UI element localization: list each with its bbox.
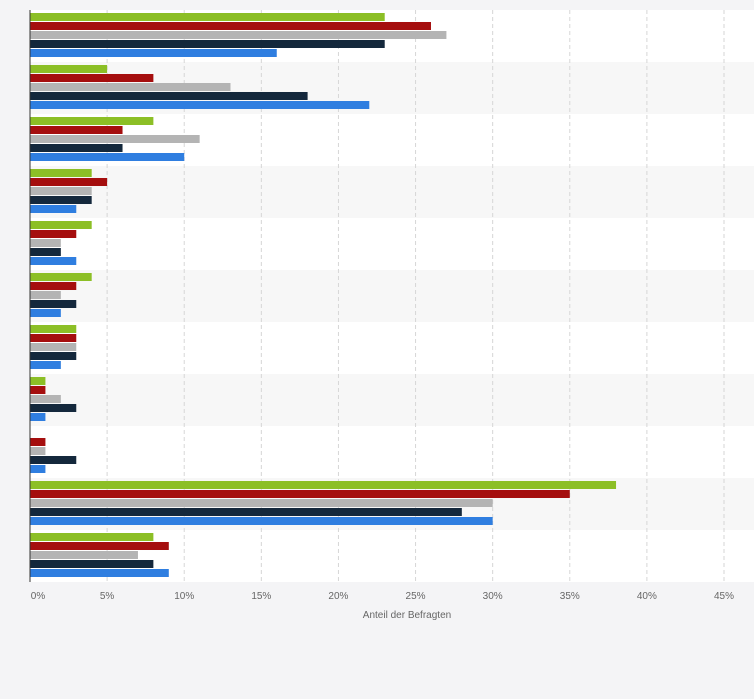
bar — [30, 273, 92, 281]
bar — [30, 352, 77, 360]
bar — [30, 343, 77, 351]
bar — [30, 196, 92, 204]
category-band — [30, 426, 754, 478]
bar — [30, 465, 46, 473]
category-band — [30, 166, 754, 218]
bar — [30, 456, 77, 464]
bar — [30, 404, 77, 412]
bar — [30, 325, 77, 333]
bar — [30, 144, 123, 152]
bar — [30, 92, 308, 100]
x-tick-label: 20% — [328, 591, 348, 602]
bar — [30, 560, 154, 568]
bar — [30, 13, 385, 21]
x-tick-label: 30% — [483, 591, 503, 602]
bar — [30, 49, 277, 57]
bar — [30, 438, 46, 446]
bar — [30, 101, 370, 109]
bar — [30, 153, 185, 161]
x-tick-label: 40% — [637, 591, 657, 602]
category-band — [30, 322, 754, 374]
x-tick-label: 0% — [31, 591, 46, 602]
bar — [30, 551, 138, 559]
bar — [30, 361, 61, 369]
bar — [30, 239, 61, 247]
x-tick-labels: 0% 5% 10% 15% 20% 25% 30% 35% 40% 45% — [31, 591, 734, 602]
bar — [30, 257, 77, 265]
bar — [30, 334, 77, 342]
x-axis-title: Anteil der Befragten — [363, 610, 451, 621]
bar — [30, 569, 169, 577]
bar — [30, 542, 169, 550]
bar — [30, 300, 77, 308]
bar — [30, 490, 570, 498]
bar — [30, 169, 92, 177]
bar — [30, 517, 493, 525]
bar — [30, 377, 46, 385]
x-tick-label: 15% — [251, 591, 271, 602]
bar — [30, 40, 385, 48]
x-tick-label: 5% — [100, 591, 115, 602]
bar — [30, 282, 77, 290]
bar — [30, 481, 617, 489]
bar — [30, 499, 493, 507]
category-band — [30, 270, 754, 322]
bar — [30, 386, 46, 394]
bar — [30, 126, 123, 134]
bar — [30, 508, 462, 516]
bar — [30, 117, 154, 125]
bar — [30, 22, 431, 30]
bar — [30, 135, 200, 143]
bar — [30, 65, 108, 73]
bar — [30, 533, 154, 541]
bar — [30, 447, 46, 455]
bars — [30, 13, 617, 577]
bar — [30, 248, 61, 256]
row-bands — [30, 10, 754, 582]
bar — [30, 74, 154, 82]
bar — [30, 230, 77, 238]
category-band — [30, 374, 754, 426]
bar — [30, 291, 61, 299]
bar — [30, 395, 61, 403]
bar — [30, 221, 92, 229]
bar — [30, 83, 231, 91]
bar — [30, 413, 46, 421]
bar — [30, 187, 92, 195]
x-tick-label: 10% — [174, 591, 194, 602]
x-tick-label: 45% — [714, 591, 734, 602]
x-tick-label: 35% — [560, 591, 580, 602]
bar — [30, 31, 447, 39]
x-tick-label: 25% — [406, 591, 426, 602]
bar — [30, 205, 77, 213]
category-band — [30, 218, 754, 270]
bar — [30, 309, 61, 317]
bar — [30, 178, 108, 186]
